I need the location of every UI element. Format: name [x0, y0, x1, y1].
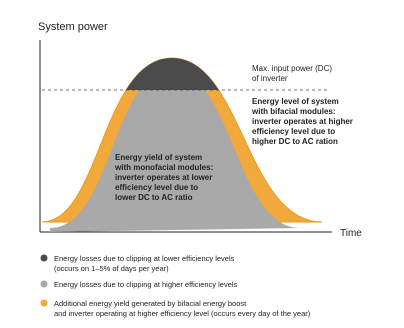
annotation-line: higher DC to AC ration	[252, 137, 338, 146]
annotation-line: Energy level of system	[252, 97, 339, 106]
annotation-line: of inverter	[252, 74, 288, 83]
annotation-line: inverter operates at lower	[115, 173, 212, 182]
x-axis-label: Time	[340, 228, 362, 239]
legend-label: (occurs on 1–5% of days per year)	[54, 264, 169, 273]
inverter-annotation: Max. input power (DC)of inverter	[252, 64, 332, 83]
legend-label: Additional energy yield generated by bif…	[54, 299, 247, 308]
annotation-line: Energy yield of system	[115, 153, 202, 162]
legend-swatch	[40, 299, 48, 307]
annotation-line: with bifacial modules:	[251, 107, 336, 116]
legend-swatch	[40, 254, 48, 262]
legend-label: Energy losses due to clipping at lower e…	[54, 254, 235, 263]
annotation-line: efficiency level due to	[115, 183, 198, 192]
legend: Energy losses due to clipping at lower e…	[54, 254, 311, 318]
annotation-line: efficiency level due to	[252, 127, 335, 136]
annotation-line: lower DC to AC ratio	[115, 193, 193, 202]
annotation-line: inverter operates at higher	[252, 117, 353, 126]
title: System power	[38, 21, 108, 33]
annotation-line: with monofacial modules:	[114, 163, 213, 172]
legend-label: and inverter operating at higher efficie…	[54, 309, 311, 318]
legend-label: Energy losses due to clipping at higher …	[54, 280, 238, 289]
legend-swatch	[40, 280, 48, 288]
annotation-line: Max. input power (DC)	[252, 64, 332, 73]
clipping-cap	[126, 58, 219, 90]
monofacial-area	[50, 70, 300, 232]
